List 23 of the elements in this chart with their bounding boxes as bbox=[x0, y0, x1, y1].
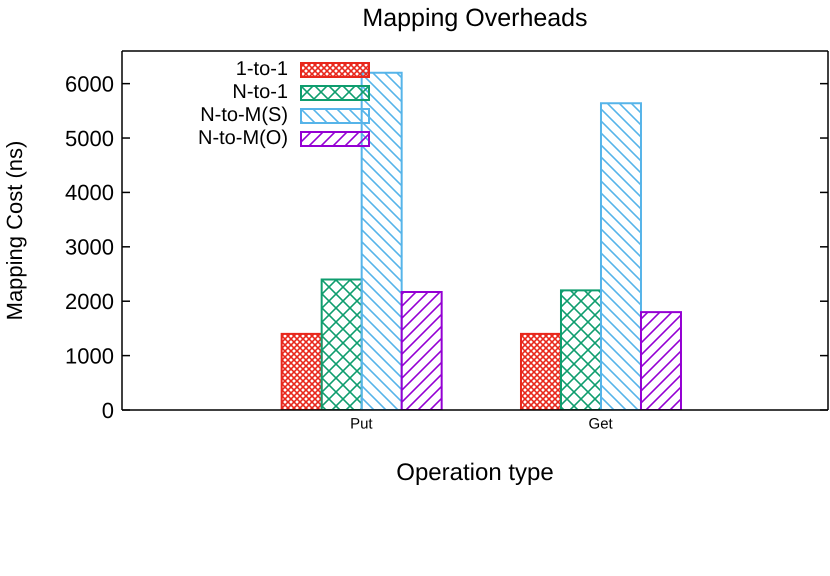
x-tick-label: Get bbox=[588, 416, 614, 433]
bar bbox=[280, 332, 323, 410]
x-axis-title: Operation type bbox=[396, 459, 554, 486]
y-tick-label: 3000 bbox=[65, 234, 114, 260]
chart-title: Mapping Overheads bbox=[361, 4, 589, 33]
bar bbox=[640, 311, 682, 410]
y-tick-label: 4000 bbox=[65, 180, 114, 206]
bar bbox=[520, 332, 562, 410]
y-axis-title: Mapping Cost (ns) bbox=[2, 140, 27, 320]
bar bbox=[320, 278, 363, 410]
y-tick-label: 2000 bbox=[65, 289, 114, 314]
y-tick-label: 5000 bbox=[65, 126, 114, 151]
bar bbox=[600, 102, 642, 410]
y-tick-label: 1000 bbox=[65, 343, 114, 368]
legend-label: N-to-1 bbox=[232, 81, 288, 104]
x-tick-label: Put bbox=[350, 416, 374, 433]
bar bbox=[400, 290, 443, 410]
legend-label: 1-to-1 bbox=[236, 58, 288, 81]
legend-label: N-to-M(O) bbox=[198, 127, 288, 150]
bar bbox=[560, 289, 602, 410]
legend-label: N-to-M(S) bbox=[200, 104, 288, 127]
y-tick-label: 6000 bbox=[65, 71, 114, 96]
y-tick-label: 0 bbox=[102, 398, 114, 423]
